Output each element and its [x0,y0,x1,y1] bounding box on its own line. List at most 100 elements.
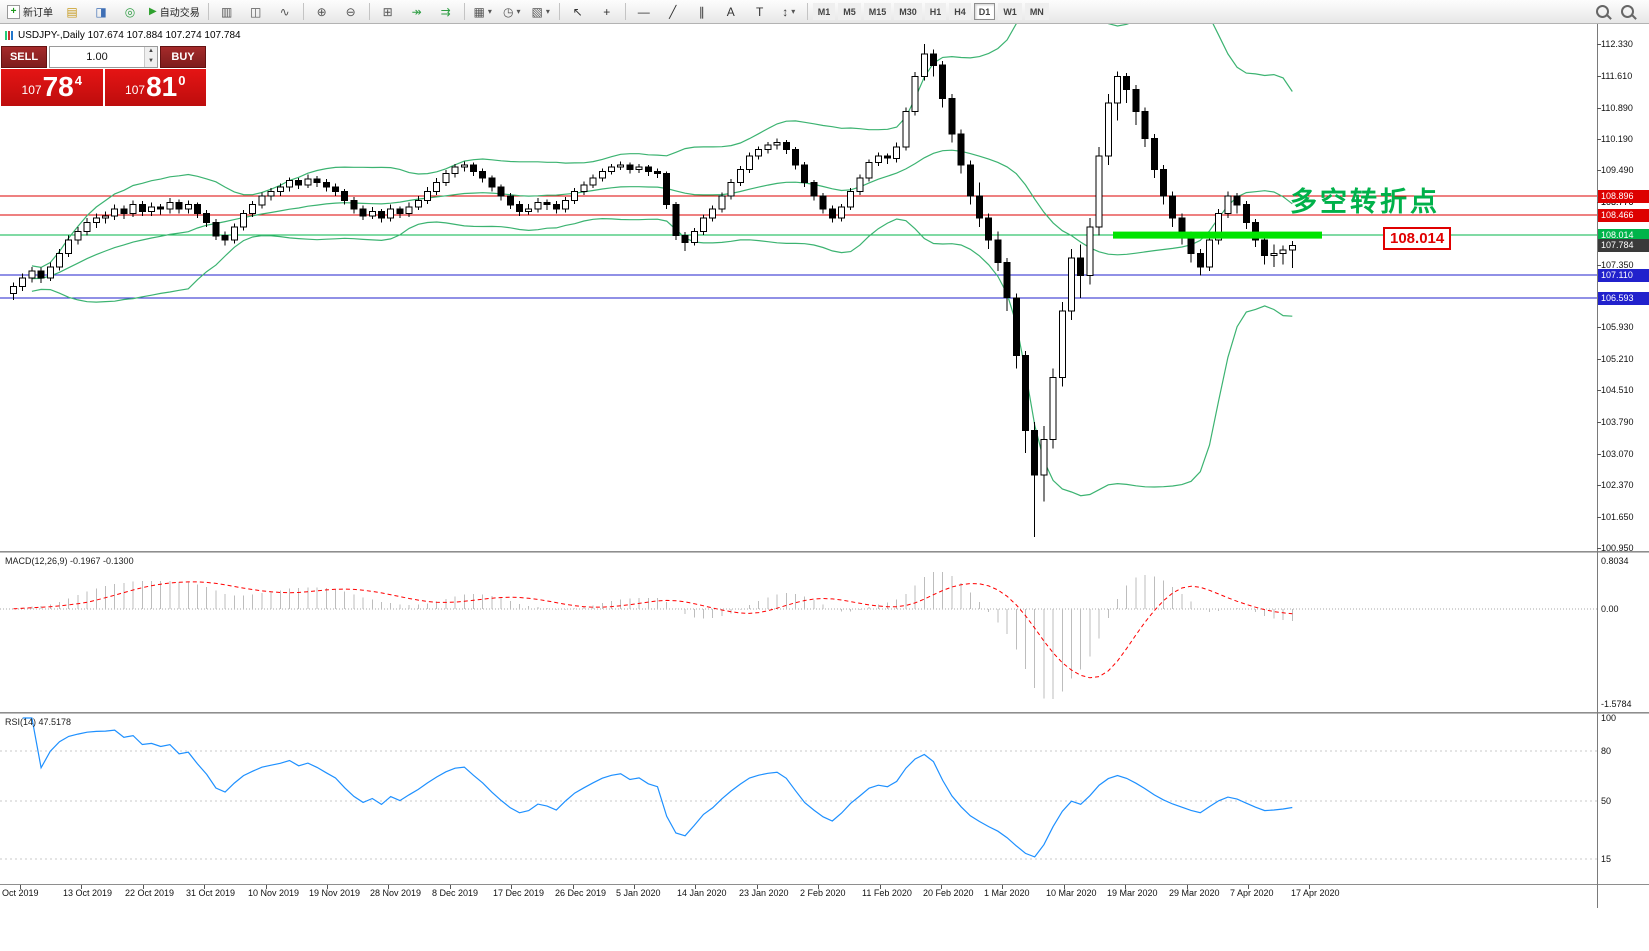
axis-tick [1597,390,1601,391]
find-symbol-icon[interactable] [1621,5,1634,18]
time-axis-tick [511,885,512,889]
timeframe-button-h1[interactable]: H1 [924,3,947,20]
tile-windows-icon-glyph: ⊞ [382,4,393,19]
community-icon-glyph: ◎ [124,4,136,19]
time-axis-tick [388,885,389,889]
axis-tick [1597,454,1601,455]
time-axis-tick [327,885,328,889]
time-axis-tick [634,885,635,889]
auto-scroll-icon-glyph: ↠ [411,4,422,19]
time-axis-label: 14 Jan 2020 [677,888,727,898]
community-icon[interactable]: ◎ [116,1,144,23]
cursor-icon[interactable]: ↖ [564,1,592,23]
time-axis-label: 8 Dec 2019 [432,888,479,898]
volume-increase-button[interactable]: ▲ [145,47,157,57]
toolbar-separator [624,3,626,20]
price-axis-label: 110.890 [1601,103,1633,113]
timeframe-button-m30[interactable]: M30 [894,3,922,20]
time-axis-label: 28 Nov 2019 [370,888,422,898]
time-axis-label: 10 Mar 2020 [1046,888,1097,898]
text-icon[interactable]: A [717,1,745,23]
rsi-pane[interactable] [0,714,1597,884]
dropdown-caret-icon: ▾ [487,7,492,16]
time-axis-label: 5 Jan 2020 [616,888,661,898]
timeframe-button-m15[interactable]: M15 [863,3,892,20]
text-label-icon[interactable]: T [746,1,774,23]
macd-label: MACD(12,26,9) -0.1967 -0.1300 [5,556,134,566]
timeframe-button-h4[interactable]: H4 [949,3,971,20]
autotrading-play-icon: ▶ [149,6,157,17]
time-axis-tick [1248,885,1249,889]
zoom-in-icon-glyph: ⊕ [316,4,327,19]
sell-price-display[interactable]: 107 78 4 [1,69,103,106]
price-line-tag: 108.466 [1598,209,1649,222]
volume-input[interactable] [50,47,144,67]
arrows-menu[interactable]: ↕ ▾ [775,1,803,23]
time-axis-label: 11 Feb 2020 [862,888,912,898]
rsi-axis-label: 80 [1601,746,1612,756]
tile-windows-icon[interactable]: ⊞ [374,1,402,23]
buy-price-prefix: 107 [125,83,146,97]
time-axis-label: 1 Mar 2020 [984,888,1030,898]
horizontal-line-icon[interactable]: — [630,1,658,23]
time-axis-label: Oct 2019 [2,888,39,898]
sell-price-sup: 4 [74,73,82,88]
buy-price-sup: 0 [178,73,186,88]
crosshair-icon[interactable]: + [593,1,621,23]
pane-separator[interactable] [0,551,1649,553]
trendline-icon-glyph: ╱ [669,4,677,19]
timeframe-button-w1[interactable]: W1 [998,3,1022,20]
autotrading-button[interactable]: ▶ 自动交易 [145,1,204,23]
price-line-tag: 108.896 [1598,190,1649,203]
zoom-out-icon[interactable]: ⊖ [337,1,365,23]
buy-price-big: 81 [146,71,178,102]
time-axis-label: 13 Oct 2019 [63,888,113,898]
price-chart[interactable] [0,24,1597,551]
new-chart-button[interactable]: ▦ ▾ [469,1,497,23]
equidistant-channel-icon-glyph: ∥ [698,4,705,19]
price-axis-label: 105.210 [1601,354,1634,364]
data-window-icon-glyph: ◨ [95,4,107,19]
timeframe-button-mn[interactable]: MN [1024,3,1049,20]
volume-control: ▲ ▼ [49,46,158,68]
price-axis-label: 112.330 [1601,39,1633,49]
search-icon[interactable] [1596,5,1609,18]
periods-button[interactable]: ◷ ▾ [498,1,526,23]
chart-shift-icon[interactable]: ⇉ [432,1,460,23]
sell-button[interactable]: SELL [1,46,47,68]
zoom-in-icon[interactable]: ⊕ [308,1,336,23]
time-axis-label: 23 Jan 2020 [739,888,789,898]
text-label-icon-glyph: T [756,4,764,19]
equidistant-channel-icon[interactable]: ∥ [688,1,716,23]
pane-separator[interactable] [0,712,1649,714]
auto-scroll-icon[interactable]: ↠ [403,1,431,23]
time-axis-tick [880,885,881,889]
chart-window[interactable]: USDJPY-,Daily 107.674 107.884 107.274 10… [0,24,1649,951]
rsi-axis-label: 50 [1601,796,1612,806]
volume-decrease-button[interactable]: ▼ [145,57,157,67]
trendline-icon[interactable]: ╱ [659,1,687,23]
price-axis-label: 103.070 [1601,449,1634,459]
bar-chart-icon[interactable]: ▥ [213,1,241,23]
timeframe-button-d1[interactable]: D1 [973,3,996,20]
time-axis-tick [204,885,205,889]
toolbar-separator [368,3,370,20]
macd-pane[interactable] [0,553,1597,712]
axis-tick [1597,139,1601,140]
price-axis-label: 111.610 [1601,71,1633,81]
buy-price-display[interactable]: 107 81 0 [104,69,206,106]
templates-button[interactable]: ▧ ▾ [527,1,555,23]
timeframe-button-m1[interactable]: M1 [812,3,836,20]
time-axis-tick [1125,885,1126,889]
timeframe-button-m5[interactable]: M5 [838,3,861,20]
candlestick-chart-icon[interactable]: ◫ [242,1,270,23]
data-window-icon[interactable]: ◨ [87,1,115,23]
price-axis-border [1597,24,1598,908]
market-watch-icon[interactable]: ▤ [58,1,86,23]
buy-button[interactable]: BUY [160,46,206,68]
bar-chart-icon-glyph: ▥ [221,4,233,19]
new-chart-glyph: ▦ [473,4,485,19]
new-order-button[interactable]: + 新订单 [3,1,57,23]
macd-axis-label: 0.00 [1601,604,1619,614]
line-chart-icon[interactable]: ∿ [271,1,299,23]
